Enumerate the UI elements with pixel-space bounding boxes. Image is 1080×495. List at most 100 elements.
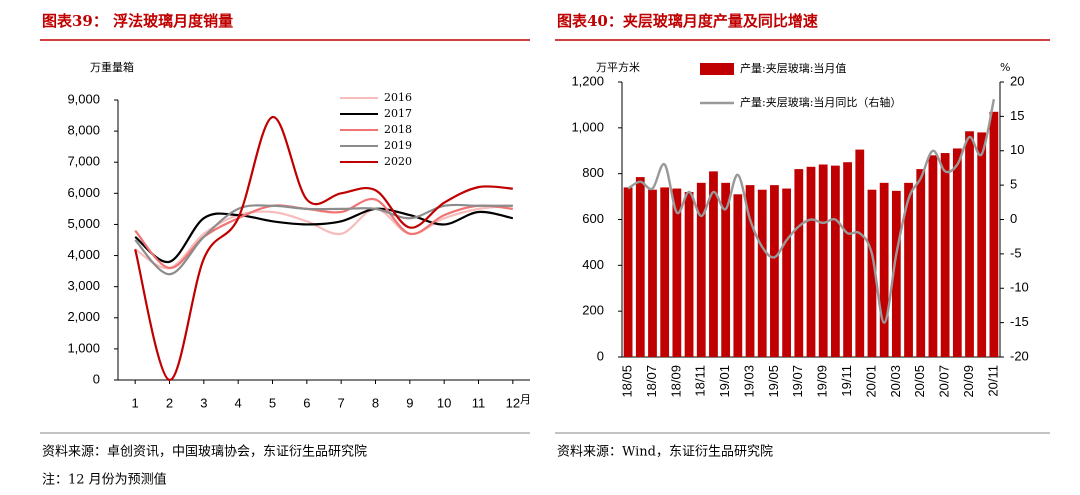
bar: [672, 188, 682, 357]
bar: [733, 194, 743, 357]
series-line: [134, 116, 513, 382]
bar: [782, 188, 792, 357]
y-tick-label: 3,000: [67, 278, 100, 293]
y2-tick-label: -5: [1010, 245, 1022, 260]
bar: [696, 182, 706, 357]
x-tick-label: 19/11: [839, 365, 854, 397]
x-tick-label: 19/03: [741, 365, 756, 398]
x-tick-label: 20/03: [888, 365, 903, 398]
bar: [879, 182, 889, 357]
chart-title: 图表40：夹层玻璃月度产量及同比增速: [557, 12, 818, 30]
x-tick-label: 19/07: [790, 365, 805, 398]
y-tick-label: 1,200: [571, 73, 604, 88]
bar: [648, 189, 657, 357]
bar: [830, 165, 840, 357]
x-tick-label: 20/01: [863, 365, 878, 398]
x-tick-label: 20/09: [961, 365, 976, 398]
bar: [904, 182, 913, 357]
x-tick-label: 1: [132, 395, 139, 410]
series-line: [134, 207, 514, 263]
note: 注：12 月份为预测值: [42, 472, 167, 488]
y2-tick-label: 20: [1010, 73, 1024, 88]
series-line: [627, 98, 996, 324]
bar: [940, 153, 950, 357]
x-tick-label: 19/05: [766, 365, 781, 398]
y-tick-label: 8,000: [67, 123, 100, 138]
x-tick-label: 8: [372, 395, 379, 410]
x-tick-label: 3: [200, 395, 207, 410]
legend-label: 2016: [384, 91, 412, 104]
bar: [806, 166, 816, 357]
x-tick-label: 20/11: [985, 365, 1000, 397]
y-axis-label: 万重量箱: [90, 60, 134, 74]
x-tick-label: 2: [166, 395, 173, 410]
x-axis-label: 月: [520, 393, 531, 406]
bar: [855, 149, 865, 357]
x-tick-label: 4: [235, 395, 242, 410]
bar: [977, 132, 987, 357]
bar: [794, 169, 804, 357]
y-tick-label: 800: [582, 165, 604, 180]
x-tick-label: 18/11: [693, 365, 708, 397]
source: 资料来源：Wind，东证衍生品研究院: [557, 445, 773, 460]
bar: [843, 162, 852, 357]
bar: [989, 111, 999, 358]
bar: [635, 177, 645, 357]
bar: [623, 187, 633, 357]
y-tick-label: 1,000: [67, 340, 100, 355]
legend-label: 2019: [384, 139, 412, 152]
series-line: [134, 203, 513, 276]
y-tick-label: 2,000: [67, 309, 100, 324]
bar: [818, 164, 828, 357]
x-tick-label: 20/05: [912, 365, 927, 398]
legend-label: 产量:夹层玻璃:当月值: [740, 61, 846, 75]
bar: [660, 187, 670, 357]
y2-tick-label: 15: [1010, 108, 1024, 123]
x-tick-label: 18/05: [620, 365, 635, 398]
x-tick-label: 11: [472, 395, 486, 410]
x-tick-label: 9: [406, 395, 413, 410]
y2-tick-label: 5: [1010, 177, 1017, 192]
chart-title: 图表39： 浮法玻璃月度销量: [42, 12, 233, 30]
bar: [709, 171, 718, 357]
x-tick-label: 19/09: [815, 365, 830, 398]
y2-tick-label: 0: [1010, 211, 1017, 226]
y-tick-label: 0: [597, 348, 604, 363]
y-tick-label: 400: [582, 257, 604, 272]
bar: [684, 192, 694, 357]
bar: [891, 190, 901, 357]
legend-swatch: [700, 63, 734, 75]
x-tick-label: 10: [437, 395, 451, 410]
y-axis-label: 万平方米: [596, 60, 640, 74]
y-tick-label: 600: [582, 211, 604, 226]
x-tick-label: 12: [506, 395, 520, 410]
bar: [745, 185, 755, 357]
legend-label: 产量:夹层玻璃:当月同比（右轴）: [740, 95, 901, 109]
legend-label: 2017: [384, 107, 412, 120]
bar: [757, 189, 767, 357]
y2-tick-label: -15: [1010, 314, 1029, 329]
bar: [721, 182, 731, 357]
bar: [952, 148, 962, 357]
y2-tick-label: -20: [1010, 348, 1029, 363]
y2-axis-label: %: [1000, 61, 1010, 74]
bar: [965, 131, 974, 357]
x-tick-label: 6: [303, 395, 310, 410]
y-tick-label: 1,000: [571, 119, 604, 134]
x-tick-label: 19/01: [717, 365, 732, 398]
y-tick-label: 5,000: [67, 216, 100, 231]
y-tick-label: 9,000: [67, 91, 100, 106]
y2-tick-label: 10: [1010, 142, 1024, 157]
y-tick-label: 0: [93, 371, 100, 386]
y-tick-label: 200: [582, 303, 604, 318]
x-tick-label: 5: [269, 395, 276, 410]
y-tick-label: 7,000: [67, 154, 100, 169]
x-tick-label: 18/07: [644, 365, 659, 398]
y-tick-label: 4,000: [67, 247, 100, 262]
x-tick-label: 18/09: [668, 365, 683, 398]
bar: [867, 189, 877, 357]
y2-tick-label: -10: [1010, 280, 1029, 295]
y-tick-label: 6,000: [67, 185, 100, 200]
